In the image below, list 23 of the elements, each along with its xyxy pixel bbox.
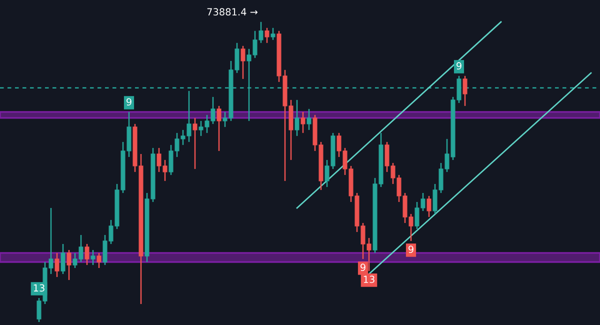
- annotation: 9: [456, 62, 462, 70]
- annotation: 9: [126, 98, 132, 106]
- candlestick: [60, 243, 66, 275]
- candlestick: [264, 27, 270, 44]
- candlestick: [66, 249, 72, 281]
- candlestick: [300, 111, 306, 134]
- candlestick: [90, 249, 96, 266]
- text: 73881.4 →: [207, 8, 258, 16]
- candlestick: [426, 195, 432, 218]
- annotation: 13: [34, 284, 44, 292]
- candlestick: [192, 117, 198, 170]
- candlestick: [216, 105, 222, 152]
- candlestick: [54, 252, 60, 278]
- candlestick: [294, 99, 300, 137]
- candlestick: [96, 252, 102, 269]
- candlestick: [240, 45, 246, 80]
- annotation: 9: [360, 264, 366, 272]
- candlestick: [270, 27, 276, 41]
- candlestick: [306, 108, 312, 131]
- annotation: 13: [364, 276, 374, 284]
- candlestick: [84, 243, 90, 266]
- annotation: 9: [408, 246, 414, 253]
- candlestick: [462, 75, 468, 107]
